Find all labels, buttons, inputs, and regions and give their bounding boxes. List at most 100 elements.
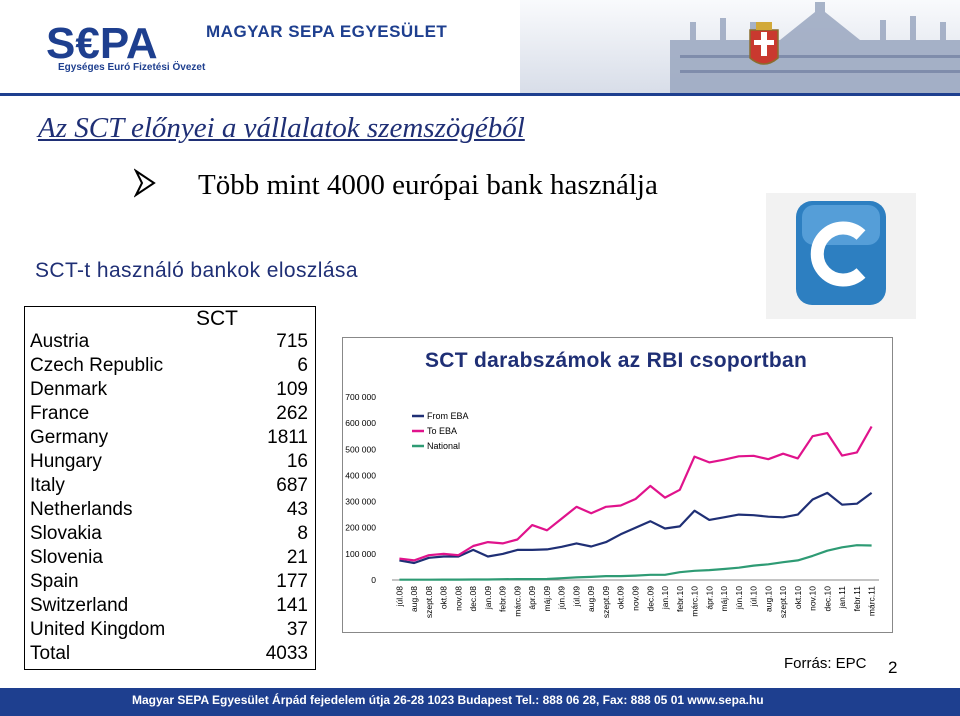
x-tick-label: júl.10	[749, 586, 759, 608]
table-row: Netherlands 43	[28, 499, 310, 523]
logo-subtitle: Egységes Euró Fizetési Övezet	[58, 62, 206, 73]
x-tick-label: febr.09	[498, 586, 508, 612]
country-name: Slovenia	[30, 547, 103, 568]
table-row: Czech Republic 6	[28, 355, 310, 379]
x-tick-label: jan.09	[483, 586, 493, 610]
org-name: MAGYAR SEPA EGYESÜLET	[206, 22, 448, 41]
series-line-national	[399, 544, 872, 581]
bank-count: 109	[276, 379, 308, 400]
table-row: Hungary 16	[28, 451, 310, 475]
x-tick-label: aug.09	[586, 586, 596, 612]
table-row: Denmark 109	[28, 379, 310, 403]
bank-count: 1811	[267, 427, 308, 448]
bank-count: 37	[286, 619, 308, 640]
legend-label: National	[427, 441, 460, 451]
subtitle: SCT-t használó bankok eloszlása	[35, 259, 358, 282]
y-tick-label: 100 000	[345, 549, 376, 559]
bank-count: 262	[276, 403, 308, 424]
sct-bank-table	[24, 306, 316, 670]
table-row: Spain 177	[28, 571, 310, 595]
x-tick-label: ápr.09	[527, 586, 537, 610]
footer-bar	[0, 688, 960, 716]
slide-title: Az SCT előnyei a vállalatok szemszögéből	[38, 112, 525, 144]
bank-count: 8	[297, 523, 308, 544]
x-tick-label: jún.10	[734, 586, 744, 610]
x-tick-label: márc.11	[867, 586, 877, 616]
x-tick-label: dec.09	[645, 586, 655, 612]
y-tick-label: 600 000	[345, 418, 376, 428]
source-note: Forrás: EPC	[784, 655, 867, 672]
x-tick-label: jún.09	[557, 586, 567, 610]
country-name: France	[30, 403, 90, 424]
x-tick-label: nov.08	[453, 586, 463, 611]
x-tick-label: nov.09	[631, 586, 641, 611]
country-name: United Kingdom	[30, 619, 166, 640]
x-tick-label: aug.10	[763, 586, 773, 612]
x-tick-label: máj.09	[542, 586, 552, 612]
bank-count: 177	[276, 571, 308, 592]
bank-count: 687	[276, 475, 308, 496]
bank-count: 715	[276, 331, 308, 352]
x-tick-label: okt.10	[793, 586, 803, 609]
country-name: Italy	[30, 475, 65, 496]
legend-label: To EBA	[427, 426, 457, 436]
x-tick-label: márc.10	[690, 586, 700, 617]
x-tick-label: júl.09	[571, 586, 581, 608]
logo-text: S€PA	[46, 19, 158, 68]
legend-label: From EBA	[427, 411, 469, 421]
total-value: 4033	[265, 643, 308, 664]
table-row: Slovenia 21	[28, 547, 310, 571]
y-tick-label: 200 000	[345, 523, 376, 533]
x-tick-label: jan.11	[837, 586, 847, 610]
coat-of-arms-icon	[749, 22, 779, 65]
x-tick-label: dec.08	[468, 586, 478, 612]
x-tick-label: máj.10	[719, 586, 729, 612]
x-tick-label: jan.10	[660, 586, 670, 610]
total-label: Total	[30, 643, 71, 664]
country-name: Denmark	[30, 379, 108, 400]
x-tick-label: aug.08	[409, 586, 419, 612]
series-line-to-eba	[399, 425, 873, 562]
arrow-bullet-icon	[134, 168, 156, 198]
chart-title: SCT darabszámok az RBI csoportban	[425, 349, 808, 372]
x-tick-label: dec.10	[822, 586, 832, 612]
header: S€PA Egységes Euró Fizetési Övezet MAGYA…	[0, 0, 960, 93]
x-tick-label: okt.09	[616, 586, 626, 609]
table-total-row: Total 4033	[28, 643, 310, 667]
y-tick-label: 300 000	[345, 497, 376, 507]
line-chart: 0 100 000 200 000 300 000 400 000 500 000 600 …	[345, 392, 879, 618]
bank-count: 16	[286, 451, 308, 472]
x-tick-label: márc.09	[512, 586, 522, 617]
country-name: Slovakia	[30, 523, 102, 544]
country-name: Netherlands	[30, 499, 133, 520]
x-tick-label: júl.08	[394, 586, 404, 608]
x-tick-label: febr.11	[852, 586, 862, 612]
table-row: United Kingdom 37	[28, 619, 310, 643]
parliament-banner-image	[520, 0, 960, 93]
table-row: Austria 715	[28, 331, 310, 355]
y-tick-label: 500 000	[345, 444, 376, 454]
y-tick-label: 400 000	[345, 470, 376, 480]
series-line-from-eba	[399, 491, 873, 565]
country-name: Switzerland	[30, 595, 129, 616]
y-tick-label: 700 000	[345, 392, 376, 402]
header-divider	[0, 93, 960, 96]
bank-count: 6	[297, 355, 308, 376]
y-tick-label: 0	[371, 575, 376, 585]
x-tick-label: szept.08	[424, 586, 434, 618]
table-row: Switzerland 141	[28, 595, 310, 619]
table-header: SCT	[196, 307, 238, 330]
chart-frame	[342, 337, 893, 633]
table-row: Germany 1811	[28, 427, 310, 451]
x-tick-label: szept.09	[601, 586, 611, 618]
bullet-text: Több mint 4000 európai bank használja	[198, 169, 658, 201]
bank-count: 21	[286, 547, 308, 568]
sepa-logo: S€PA	[46, 19, 158, 68]
page-number: 2	[888, 658, 898, 677]
c-logo-icon	[766, 193, 916, 319]
x-tick-label: ápr.10	[704, 586, 714, 610]
country-name: Germany	[30, 427, 109, 448]
footer-text: Magyar SEPA Egyesület Árpád fejedelem út…	[132, 693, 764, 707]
x-tick-label: szept.10	[778, 586, 788, 618]
x-tick-label: febr.10	[675, 586, 685, 612]
